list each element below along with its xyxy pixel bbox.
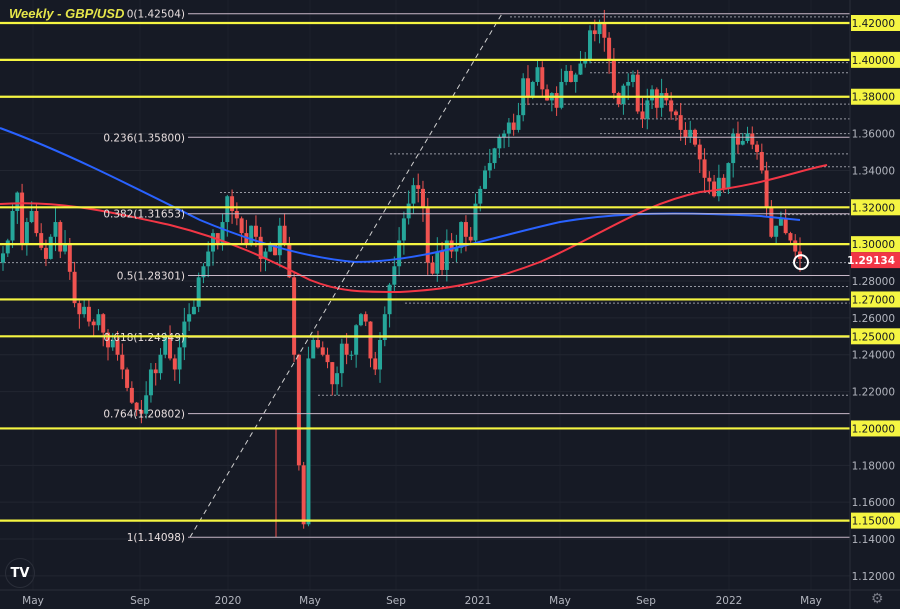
time-axis-label: Sep bbox=[386, 595, 406, 607]
fib-level-label: 0(1.42504) bbox=[127, 9, 185, 21]
fib-level-label: 0.618(1.24949) bbox=[103, 332, 185, 344]
price-axis-label: 1.27000 bbox=[852, 294, 895, 306]
price-label-bg bbox=[851, 420, 900, 437]
candles bbox=[1, 9, 802, 529]
time-axis-label: 2020 bbox=[215, 595, 242, 607]
price-label-bg bbox=[851, 51, 900, 68]
price-axis-label: 1.20000 bbox=[852, 423, 895, 435]
price-axis-label: 1.12000 bbox=[852, 571, 895, 583]
price-axis-label: 1.34000 bbox=[852, 165, 895, 177]
settings-gear-icon[interactable]: ⚙ bbox=[871, 590, 884, 606]
chart-title: Weekly - GBP/USD bbox=[9, 6, 125, 21]
current-price-label: 1.29134 bbox=[847, 255, 895, 267]
price-axis-label: 1.16000 bbox=[852, 497, 895, 509]
price-axis-label: 1.40000 bbox=[852, 55, 895, 67]
price-axis-label: 1.18000 bbox=[852, 460, 895, 472]
price-label-bg bbox=[851, 291, 900, 308]
price-axis-label: 1.28000 bbox=[852, 276, 895, 288]
time-axis-label: May bbox=[800, 595, 822, 607]
time-axis-label: Sep bbox=[130, 595, 150, 607]
price-axis-label: 1.22000 bbox=[852, 387, 895, 399]
price-label-bg bbox=[851, 236, 900, 253]
fib-level-label: 0.382(1.31653) bbox=[103, 209, 185, 221]
highlight-circle bbox=[793, 254, 809, 271]
fib-level-label: 0.236(1.35800) bbox=[103, 132, 185, 144]
price-axis-label: 1.30000 bbox=[852, 239, 895, 251]
price-label-bg bbox=[851, 88, 900, 105]
price-axis-label: 1.32000 bbox=[852, 202, 895, 214]
fib-level-label: 1(1.14098) bbox=[127, 532, 185, 544]
time-axis-label: 2022 bbox=[716, 595, 743, 607]
time-axis-label: May bbox=[22, 595, 44, 607]
price-axis-label: 1.26000 bbox=[852, 313, 895, 325]
ma-blue-line bbox=[0, 127, 801, 264]
current-price-tag bbox=[851, 252, 900, 269]
price-axis-label: 1.36000 bbox=[852, 129, 895, 141]
price-axis-label: 1.14000 bbox=[852, 534, 895, 546]
price-label-bg bbox=[851, 199, 900, 216]
fib-level-label: 0.5(1.28301) bbox=[117, 270, 185, 282]
price-axis-label: 1.38000 bbox=[852, 92, 895, 104]
price-label-bg bbox=[851, 512, 900, 529]
time-axis-label: Sep bbox=[636, 595, 656, 607]
price-axis-label: 1.42000 bbox=[852, 18, 895, 30]
fib-level-label: 0.764(1.20802) bbox=[103, 409, 185, 421]
tradingview-logo-icon[interactable]: TV bbox=[5, 558, 35, 588]
price-axis-label: 1.25000 bbox=[852, 331, 895, 343]
price-label-bg bbox=[851, 15, 900, 31]
ma-red-line bbox=[0, 164, 828, 294]
price-axis-label: 1.24000 bbox=[852, 350, 895, 362]
fib-trend-line bbox=[189, 13, 503, 538]
time-axis-label: May bbox=[549, 595, 571, 607]
price-axis-label: 1.15000 bbox=[852, 516, 895, 528]
time-axis-label: May bbox=[299, 595, 321, 607]
price-label-bg bbox=[851, 328, 900, 345]
time-axis-label: 2021 bbox=[465, 595, 492, 607]
